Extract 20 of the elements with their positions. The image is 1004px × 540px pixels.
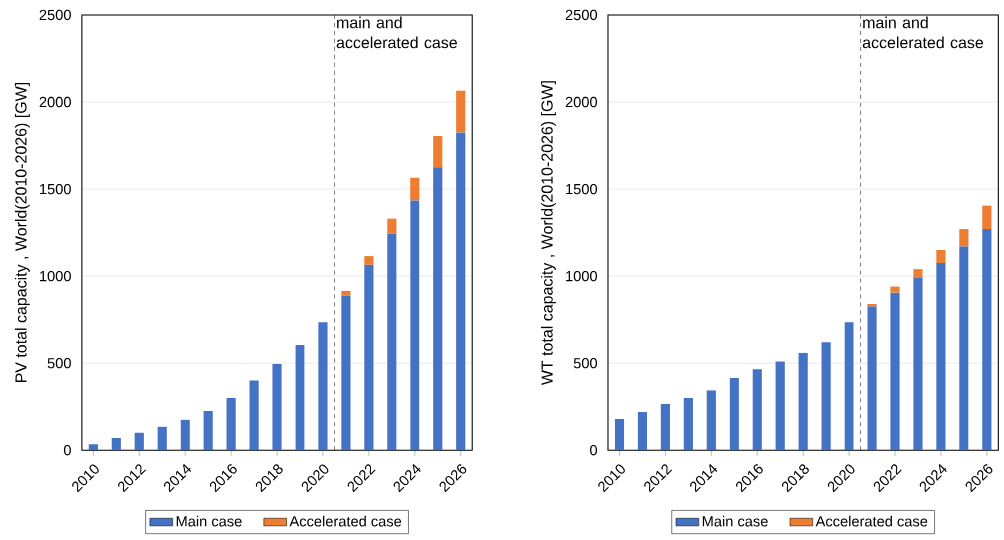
y-tick-label: 2000 — [565, 96, 598, 108]
ref-line-label: main and accelerated case — [862, 16, 984, 49]
y-axis-title: WT total capacity , World(2010-2026) [GW] — [541, 81, 556, 386]
legend-label: Main case — [176, 515, 242, 527]
y-tick-label: 2500 — [565, 9, 598, 21]
y-tick-label: 0 — [590, 445, 598, 456]
y-tick-label: 500 — [573, 357, 598, 369]
y-tick-label: 1000 — [40, 270, 71, 282]
y-axis-title: PV total capacity , World(2010-2026) [GW] — [14, 82, 30, 383]
y-tick-label: 2500 — [39, 9, 71, 21]
legend-label: Main case — [702, 515, 768, 527]
legend-label: Accelerated case — [289, 515, 402, 527]
y-tick-label: 500 — [47, 357, 71, 369]
y-tick-label: 1000 — [566, 270, 598, 282]
y-tick-label: 1500 — [40, 183, 71, 195]
y-tick-label: 1500 — [566, 183, 598, 195]
y-tick-label: 0 — [63, 445, 71, 456]
ref-line-label: main and accelerated case — [336, 16, 457, 49]
y-tick-label: 2000 — [39, 96, 71, 108]
legend-label: Accelerated case — [815, 515, 928, 527]
